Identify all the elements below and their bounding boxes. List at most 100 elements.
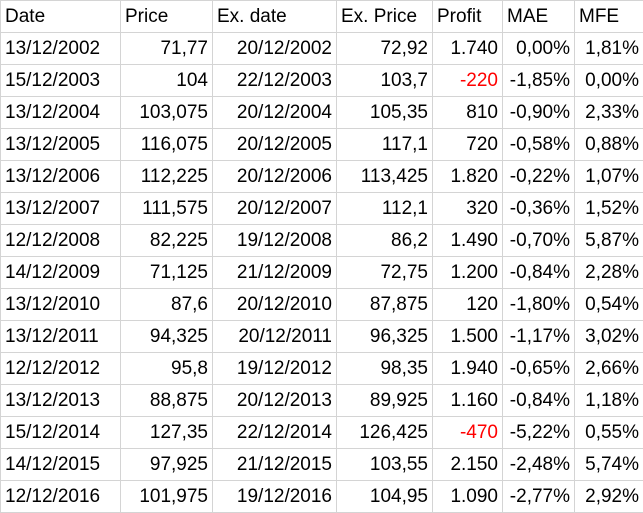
- cell-price[interactable]: 104: [121, 65, 213, 97]
- cell-mae[interactable]: -1,80%: [503, 289, 575, 321]
- cell-ex-date[interactable]: 20/12/2005: [213, 129, 337, 161]
- cell-profit[interactable]: 720: [433, 129, 503, 161]
- cell-mae[interactable]: -0,58%: [503, 129, 575, 161]
- cell-price[interactable]: 71,125: [121, 257, 213, 289]
- cell-ex-price[interactable]: 87,875: [337, 289, 433, 321]
- cell-price[interactable]: 71,77: [121, 33, 213, 65]
- cell-ex-price[interactable]: 96,325: [337, 321, 433, 353]
- cell-price[interactable]: 112,225: [121, 161, 213, 193]
- cell-ex-price[interactable]: 112,1: [337, 193, 433, 225]
- cell-ex-date[interactable]: 20/12/2006: [213, 161, 337, 193]
- cell-mae[interactable]: -0,90%: [503, 97, 575, 129]
- cell-mfe[interactable]: 0,54%: [575, 289, 643, 321]
- cell-date[interactable]: 13/12/2006: [1, 161, 121, 193]
- header-cell-mae[interactable]: MAE: [503, 1, 575, 33]
- cell-mfe[interactable]: 3,02%: [575, 321, 643, 353]
- cell-mfe[interactable]: 0,88%: [575, 129, 643, 161]
- cell-price[interactable]: 101,975: [121, 481, 213, 513]
- cell-ex-price[interactable]: 113,425: [337, 161, 433, 193]
- cell-date[interactable]: 13/12/2007: [1, 193, 121, 225]
- cell-ex-date[interactable]: 20/12/2010: [213, 289, 337, 321]
- cell-mfe[interactable]: 1,07%: [575, 161, 643, 193]
- cell-date[interactable]: 13/12/2011: [1, 321, 121, 353]
- cell-price[interactable]: 116,075: [121, 129, 213, 161]
- cell-price[interactable]: 111,575: [121, 193, 213, 225]
- cell-ex-price[interactable]: 104,95: [337, 481, 433, 513]
- cell-profit[interactable]: 810: [433, 97, 503, 129]
- cell-ex-price[interactable]: 126,425: [337, 417, 433, 449]
- cell-ex-date[interactable]: 22/12/2014: [213, 417, 337, 449]
- cell-mae[interactable]: -2,48%: [503, 449, 575, 481]
- cell-date[interactable]: 14/12/2015: [1, 449, 121, 481]
- cell-mae[interactable]: -0,84%: [503, 385, 575, 417]
- cell-price[interactable]: 88,875: [121, 385, 213, 417]
- cell-mfe[interactable]: 1,52%: [575, 193, 643, 225]
- cell-mae[interactable]: -0,36%: [503, 193, 575, 225]
- cell-ex-date[interactable]: 20/12/2004: [213, 97, 337, 129]
- cell-price[interactable]: 95,8: [121, 353, 213, 385]
- cell-mae[interactable]: -2,77%: [503, 481, 575, 513]
- cell-date[interactable]: 13/12/2013: [1, 385, 121, 417]
- header-cell-profit[interactable]: Profit: [433, 1, 503, 33]
- cell-ex-date[interactable]: 20/12/2013: [213, 385, 337, 417]
- cell-profit[interactable]: 1.200: [433, 257, 503, 289]
- cell-date[interactable]: 12/12/2012: [1, 353, 121, 385]
- cell-date[interactable]: 15/12/2003: [1, 65, 121, 97]
- cell-mae[interactable]: -0,84%: [503, 257, 575, 289]
- header-cell-date[interactable]: Date: [1, 1, 121, 33]
- cell-date[interactable]: 12/12/2016: [1, 481, 121, 513]
- cell-mfe[interactable]: 1,18%: [575, 385, 643, 417]
- cell-mfe[interactable]: 2,66%: [575, 353, 643, 385]
- cell-ex-price[interactable]: 105,35: [337, 97, 433, 129]
- cell-profit[interactable]: -220: [433, 65, 503, 97]
- cell-profit[interactable]: 120: [433, 289, 503, 321]
- cell-price[interactable]: 94,325: [121, 321, 213, 353]
- cell-ex-date[interactable]: 22/12/2003: [213, 65, 337, 97]
- cell-ex-price[interactable]: 98,35: [337, 353, 433, 385]
- cell-mfe[interactable]: 2,28%: [575, 257, 643, 289]
- cell-mae[interactable]: -0,70%: [503, 225, 575, 257]
- cell-mfe[interactable]: 0,00%: [575, 65, 643, 97]
- cell-profit[interactable]: 1.490: [433, 225, 503, 257]
- header-cell-price[interactable]: Price: [121, 1, 213, 33]
- cell-ex-date[interactable]: 20/12/2002: [213, 33, 337, 65]
- cell-mae[interactable]: -5,22%: [503, 417, 575, 449]
- cell-profit[interactable]: 1.820: [433, 161, 503, 193]
- cell-mae[interactable]: -1,85%: [503, 65, 575, 97]
- cell-mfe[interactable]: 5,74%: [575, 449, 643, 481]
- cell-mfe[interactable]: 2,33%: [575, 97, 643, 129]
- cell-date[interactable]: 12/12/2008: [1, 225, 121, 257]
- cell-price[interactable]: 103,075: [121, 97, 213, 129]
- cell-ex-date[interactable]: 19/12/2016: [213, 481, 337, 513]
- cell-ex-date[interactable]: 19/12/2012: [213, 353, 337, 385]
- cell-ex-price[interactable]: 86,2: [337, 225, 433, 257]
- header-cell-ex-date[interactable]: Ex. date: [213, 1, 337, 33]
- cell-ex-price[interactable]: 117,1: [337, 129, 433, 161]
- cell-profit[interactable]: 1.740: [433, 33, 503, 65]
- cell-date[interactable]: 13/12/2005: [1, 129, 121, 161]
- cell-date[interactable]: 13/12/2010: [1, 289, 121, 321]
- cell-ex-price[interactable]: 89,925: [337, 385, 433, 417]
- cell-date[interactable]: 14/12/2009: [1, 257, 121, 289]
- cell-ex-date[interactable]: 19/12/2008: [213, 225, 337, 257]
- cell-profit[interactable]: 1.090: [433, 481, 503, 513]
- cell-profit[interactable]: 320: [433, 193, 503, 225]
- cell-ex-price[interactable]: 72,75: [337, 257, 433, 289]
- cell-profit[interactable]: 2.150: [433, 449, 503, 481]
- cell-ex-date[interactable]: 20/12/2011: [213, 321, 337, 353]
- cell-mfe[interactable]: 2,92%: [575, 481, 643, 513]
- cell-ex-date[interactable]: 21/12/2015: [213, 449, 337, 481]
- header-cell-mfe[interactable]: MFE: [575, 1, 643, 33]
- cell-date[interactable]: 13/12/2004: [1, 97, 121, 129]
- cell-date[interactable]: 15/12/2014: [1, 417, 121, 449]
- cell-profit[interactable]: 1.160: [433, 385, 503, 417]
- cell-profit[interactable]: 1.940: [433, 353, 503, 385]
- cell-mae[interactable]: -0,65%: [503, 353, 575, 385]
- cell-price[interactable]: 82,225: [121, 225, 213, 257]
- cell-ex-date[interactable]: 21/12/2009: [213, 257, 337, 289]
- cell-date[interactable]: 13/12/2002: [1, 33, 121, 65]
- cell-mfe[interactable]: 0,55%: [575, 417, 643, 449]
- cell-mae[interactable]: -0,22%: [503, 161, 575, 193]
- cell-mfe[interactable]: 5,87%: [575, 225, 643, 257]
- cell-ex-price[interactable]: 103,55: [337, 449, 433, 481]
